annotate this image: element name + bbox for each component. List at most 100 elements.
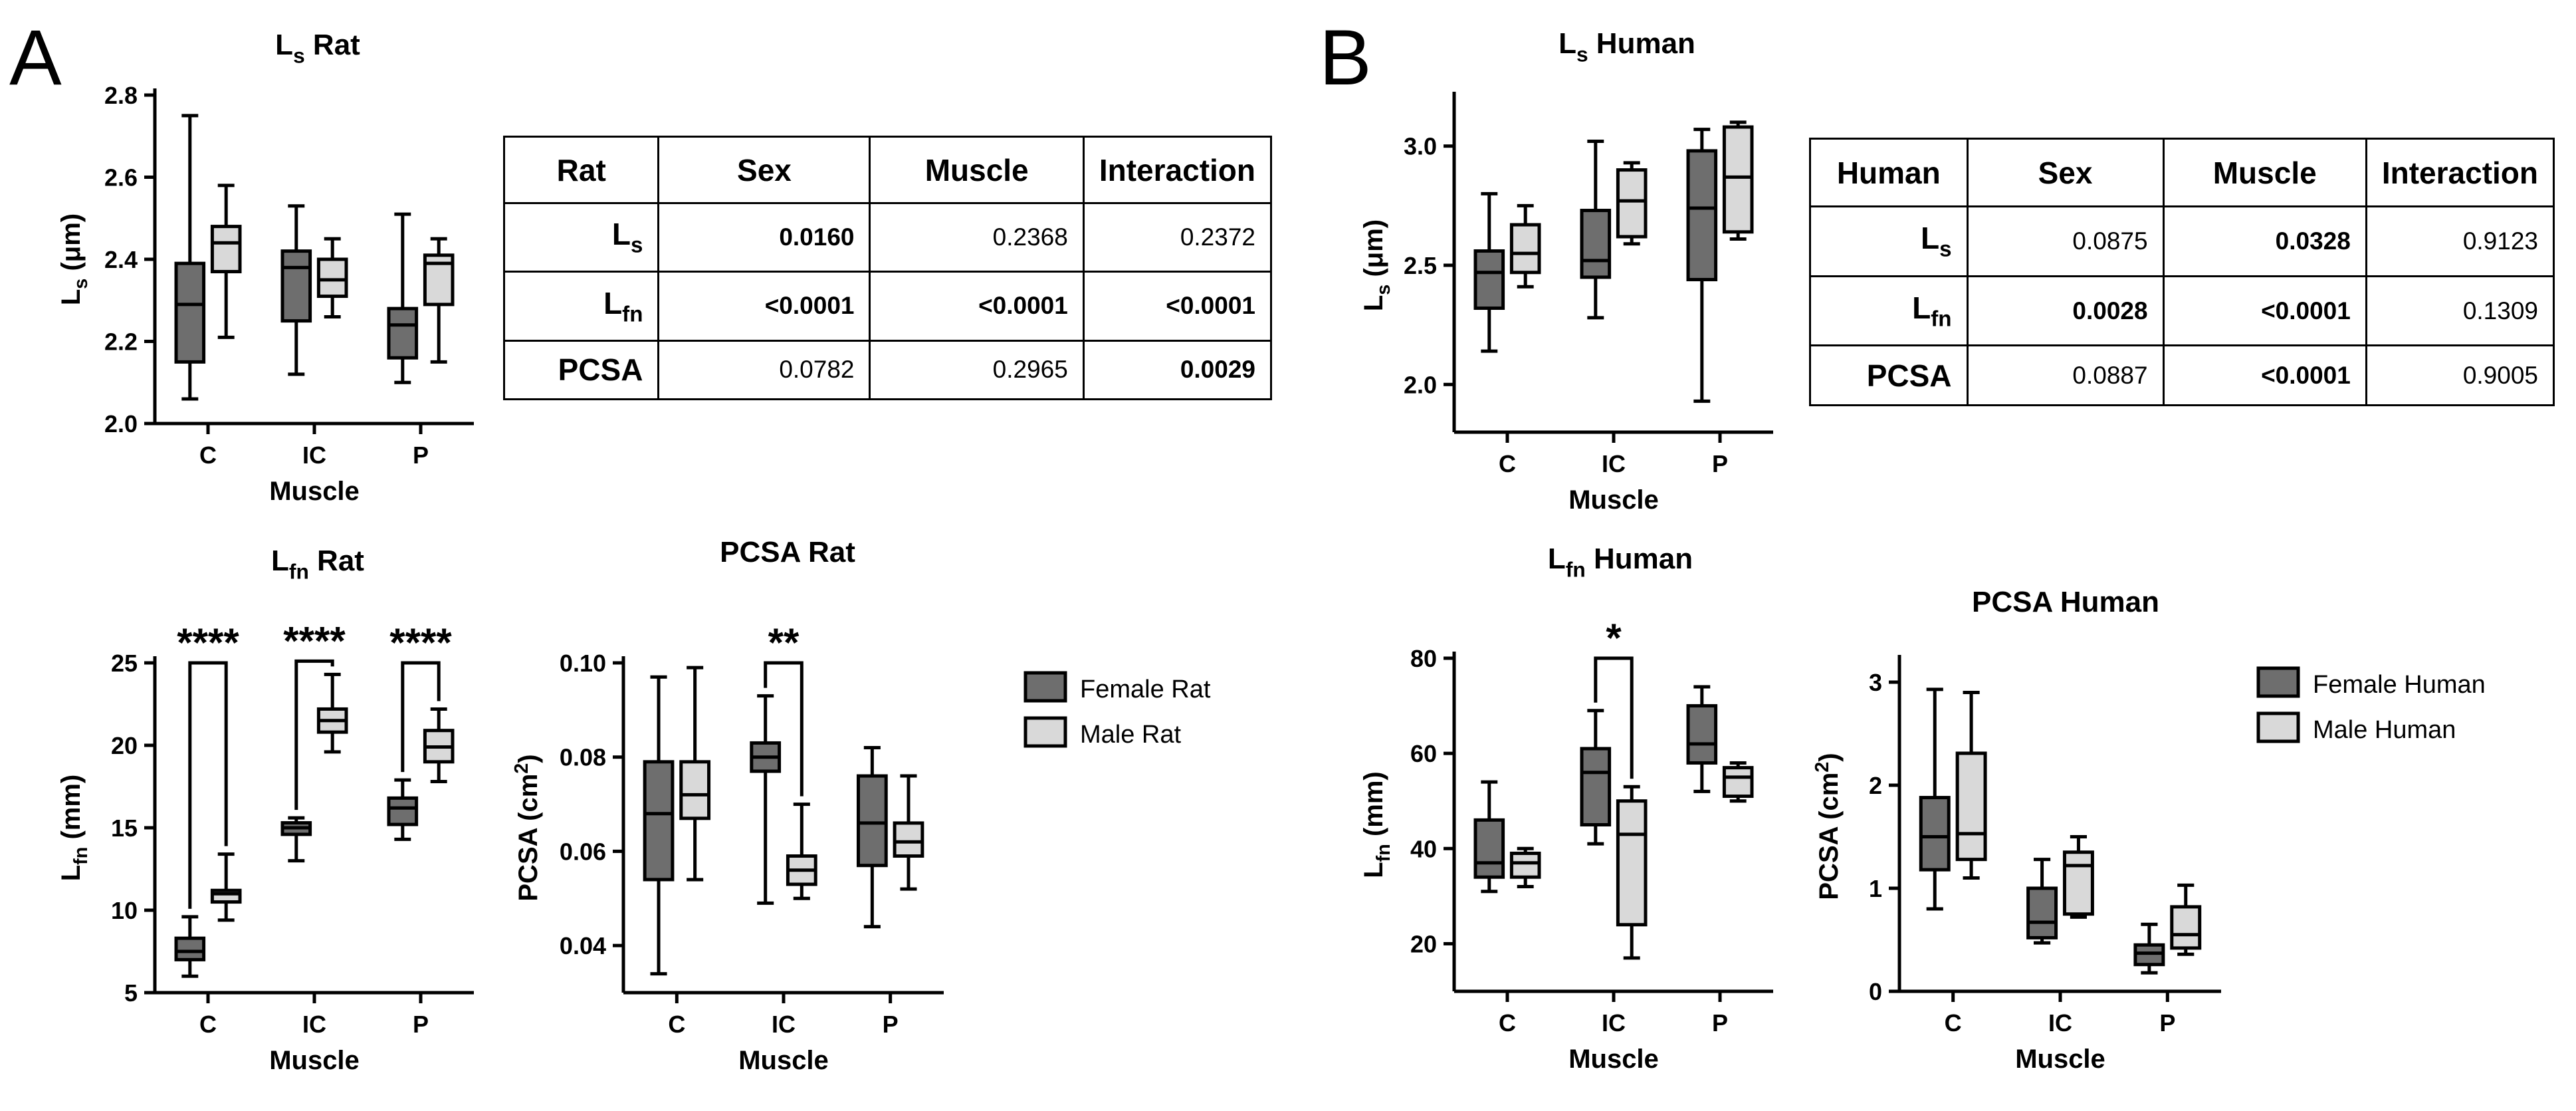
box-female (1473, 780, 1505, 894)
box-iqr (316, 257, 348, 299)
table-cell: 0.2372 (1082, 201, 1273, 273)
box-male (893, 774, 924, 891)
significance-label: **** (283, 618, 346, 663)
table-cell: 0.0160 (657, 201, 871, 273)
box-female (1473, 191, 1505, 353)
chart-title: PCSA Rat (720, 536, 855, 568)
x-axis-label: Muscle (269, 1046, 360, 1075)
box-iqr (1509, 851, 1541, 879)
y-tick-label: 2.4 (104, 246, 138, 273)
stats-table-rat-col-muscle: Muscle (869, 136, 1085, 204)
stats-table-human-row-pcsa: PCSA 0.0887 <0.0001 0.9005 (1809, 344, 2555, 406)
stats-table-rat-corner: Rat (502, 136, 660, 204)
table-cell: <0.0001 (1082, 271, 1273, 342)
box-female (174, 114, 206, 401)
legend-swatch-female-rat (1023, 671, 1067, 703)
table-cell: 0.0782 (657, 339, 871, 401)
box-iqr (1722, 766, 1754, 799)
table-cell: 0.1309 (2365, 275, 2555, 347)
box-iqr (1580, 209, 1612, 279)
box-iqr (174, 261, 206, 364)
panel-letter-b: B (1319, 14, 1372, 102)
stats-table-human-row-lfn: Lfn 0.0028 <0.0001 0.1309 (1809, 275, 2555, 347)
table-cell: 0.0328 (2162, 205, 2367, 277)
stats-table-human-rowlabel-lfn: Lfn (1809, 275, 1969, 347)
stats-table-rat-row-ls: Ls 0.0160 0.2368 0.2372 (502, 201, 1273, 273)
x-tick-label: IC (302, 1011, 326, 1038)
stats-table-human-col-muscle: Muscle (2162, 138, 2367, 207)
x-axis-label: Muscle (269, 477, 360, 506)
box-male (2062, 835, 2094, 919)
x-tick-label: IC (302, 441, 326, 469)
legend-label-female-human: Female Human (2313, 671, 2486, 699)
x-tick-label: IC (2048, 1009, 2072, 1037)
box-male (1509, 846, 1541, 889)
box-male (1955, 691, 1987, 880)
box-iqr (1919, 796, 1951, 872)
chart-title: Ls Human (1558, 27, 1695, 66)
y-axis-label: Lfn (mm) (1359, 771, 1394, 878)
y-tick-label: 3 (1869, 669, 1882, 696)
box-iqr (1473, 818, 1505, 879)
legend-swatch-male-human (2256, 711, 2300, 743)
box-iqr (1616, 168, 1648, 239)
box-female (750, 694, 782, 905)
charts-layer: Ls Rat 2.0 2.2 2.4 2.6 2.8 C IC P Muscle Ls (μm) Lf… (56, 27, 2221, 1075)
box-iqr (1686, 149, 1718, 282)
x-tick-label: IC (772, 1011, 796, 1038)
legend-swatch-male-rat (1023, 716, 1067, 748)
stats-table-human-col-interaction: Interaction (2365, 138, 2555, 207)
x-tick-label: IC (1602, 450, 1626, 477)
significance-label: ** (768, 620, 800, 665)
table-cell: 0.9123 (2365, 205, 2555, 277)
box-male (316, 672, 348, 754)
y-tick-label: 0.04 (560, 932, 606, 959)
box-female (280, 204, 312, 376)
box-male (210, 852, 242, 922)
y-axis-label: PCSA (cm2) (1812, 753, 1844, 900)
y-tick-label: 2.2 (104, 328, 138, 356)
box-female (387, 212, 419, 384)
legend-label-male-rat: Male Rat (1080, 721, 1181, 749)
box-iqr (679, 760, 711, 820)
stats-table-rat-header: Rat Sex Muscle Interaction (502, 136, 1273, 204)
significance-label: * (1606, 616, 1622, 660)
box-male (679, 666, 711, 882)
box-male (786, 802, 817, 900)
table-cell: <0.0001 (2162, 344, 2367, 406)
stats-table-human: Human Sex Muscle Interaction Ls 0.0875 0… (1809, 138, 2555, 406)
box-iqr (2026, 886, 2058, 939)
box-iqr (387, 307, 419, 360)
box-female (1580, 709, 1612, 846)
box-female (1686, 128, 1718, 403)
box-iqr (1509, 223, 1541, 275)
box-female (856, 746, 888, 929)
y-tick-label: 2.0 (104, 410, 138, 437)
x-tick-label: P (1712, 1009, 1728, 1037)
box-iqr (1955, 751, 1987, 862)
panel-letter-a: A (9, 14, 62, 102)
box-male (1616, 785, 1648, 960)
box-iqr (2062, 850, 2094, 916)
table-cell: <0.0001 (869, 271, 1085, 342)
y-tick-label: 2.0 (1404, 371, 1437, 398)
y-tick-label: 20 (1410, 930, 1437, 957)
x-axis-label: Muscle (2015, 1045, 2105, 1074)
x-tick-label: C (199, 1011, 217, 1038)
x-tick-label: C (1499, 1009, 1516, 1037)
y-axis-label: PCSA (cm2) (511, 754, 543, 901)
box-female (1919, 687, 1951, 911)
x-axis-label: Muscle (738, 1046, 829, 1075)
box-female (280, 816, 312, 863)
significance-bracket (764, 661, 804, 797)
y-tick-label: 0.08 (560, 744, 606, 771)
y-tick-label: 3.0 (1404, 133, 1437, 160)
y-tick-label: 0.06 (560, 838, 606, 865)
box-iqr (1580, 747, 1612, 826)
box-female (1686, 685, 1718, 793)
x-axis-label: Muscle (1568, 485, 1659, 515)
stats-table-rat-row-lfn: Lfn <0.0001 <0.0001 <0.0001 (502, 271, 1273, 342)
box-male (423, 707, 455, 784)
stats-table-rat-rowlabel-pcsa: PCSA (502, 339, 660, 401)
